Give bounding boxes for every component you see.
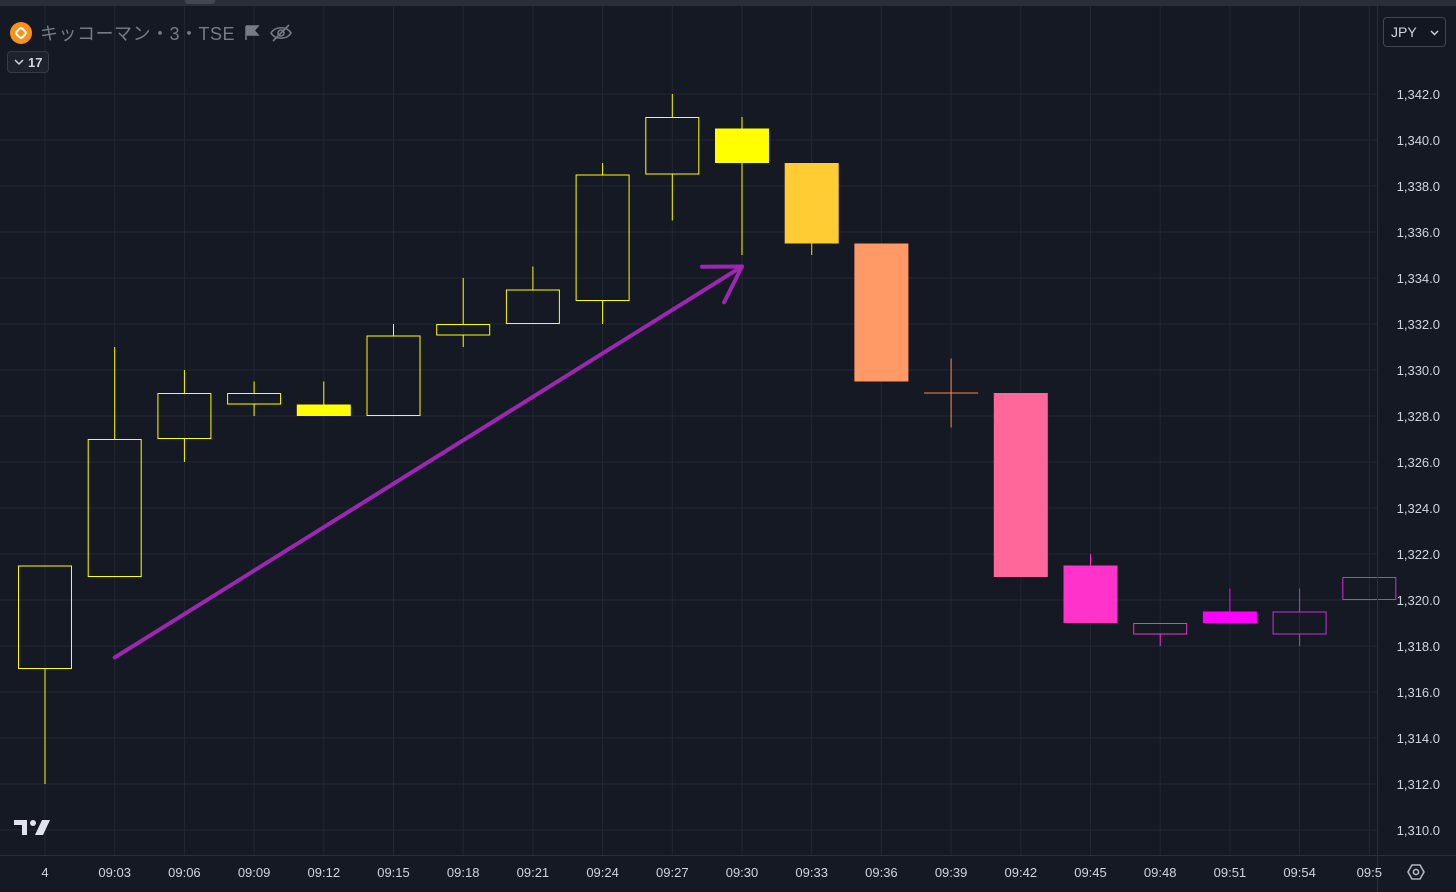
price-tick-label: 1,332.0: [1397, 317, 1440, 332]
candle-body: [436, 324, 491, 336]
time-tick-label: 09:12: [308, 865, 341, 880]
price-tick-label: 1,322.0: [1397, 547, 1440, 562]
candle: [645, 94, 700, 221]
time-tick-label: 09:42: [1005, 865, 1038, 880]
symbol-legend: キッコーマン・3・TSE: [10, 20, 293, 46]
chevron-down-icon: [1430, 30, 1439, 35]
candle: [1133, 623, 1188, 646]
price-tick-label: 1,310.0: [1397, 823, 1440, 838]
candle: [505, 266, 560, 324]
candle: [715, 117, 769, 255]
time-tick-label: 09:06: [168, 865, 201, 880]
time-tick-label: 09:33: [795, 865, 828, 880]
time-tick-label: 09:21: [517, 865, 550, 880]
candle-body: [784, 163, 839, 244]
candle: [854, 243, 909, 382]
candle-body: [366, 335, 421, 416]
chart-grid: [0, 6, 1377, 855]
candle: [924, 358, 979, 428]
candle-body: [854, 243, 909, 382]
price-tick-label: 1,330.0: [1397, 363, 1440, 378]
candle-body: [87, 439, 142, 577]
candle-body: [1272, 611, 1327, 635]
window-top-bar: [0, 0, 1456, 6]
candle: [436, 278, 491, 347]
trend-arrow-shaft: [112, 264, 744, 660]
candles-layer: [18, 94, 1397, 784]
candle-body: [1342, 577, 1397, 600]
price-axis: 1,310.0 1,312.0 1,314.0 1,316.0 1,318.0 1,320…: [1377, 6, 1440, 892]
price-tick-label: 1,338.0: [1397, 179, 1440, 194]
time-tick-label: 09:48: [1144, 865, 1177, 880]
candle-body: [157, 393, 212, 439]
candle: [157, 370, 212, 462]
candle: [575, 163, 630, 324]
candle: [1272, 588, 1327, 646]
time-tick-label: 09:18: [447, 865, 480, 880]
time-tick-label: 09:45: [1074, 865, 1107, 880]
flag-icon[interactable]: [243, 24, 261, 42]
candle-body: [1133, 623, 1188, 635]
time-tick-label: 09:51: [1214, 865, 1247, 880]
legend-collapse-button[interactable]: 17: [7, 51, 50, 73]
candle: [296, 381, 351, 416]
time-tick-label: 4: [41, 865, 48, 880]
price-tick-label: 1,326.0: [1397, 455, 1440, 470]
candle-body: [1202, 611, 1257, 623]
chevron-down-icon: [14, 59, 24, 66]
candle-body: [1063, 565, 1118, 623]
currency-select[interactable]: JPY: [1383, 17, 1446, 47]
time-tick-label: 09:39: [935, 865, 968, 880]
time-axis: 4 09:03 09:06 09:09 09:12 09:15 09:18 09:21 09:2…: [0, 855, 1456, 880]
candle-body: [505, 289, 560, 324]
time-tick-label: 09:30: [726, 865, 759, 880]
price-tick-label: 1,340.0: [1397, 133, 1440, 148]
top-tab-handle[interactable]: [185, 0, 215, 4]
eye-off-icon[interactable]: [269, 23, 293, 43]
time-tick-label: 09:36: [865, 865, 898, 880]
price-tick-label: 1,342.0: [1397, 87, 1440, 102]
candle: [227, 381, 282, 416]
candle-body: [993, 393, 1048, 577]
candle-body: [715, 128, 769, 163]
price-tick-label: 1,320.0: [1397, 593, 1440, 608]
candle-body: [18, 565, 72, 669]
candle: [18, 565, 72, 784]
currency-label: JPY: [1391, 24, 1417, 40]
price-tick-label: 1,334.0: [1397, 271, 1440, 286]
time-tick-label: 09:27: [656, 865, 689, 880]
trend-arrow-head: [700, 264, 744, 305]
candle-body: [575, 174, 630, 301]
time-tick-label: 09:15: [377, 865, 410, 880]
price-tick-label: 1,328.0: [1397, 409, 1440, 424]
time-tick-label: 09:09: [238, 865, 271, 880]
candle: [366, 324, 421, 416]
exchange-logo-icon: [10, 22, 32, 44]
tradingview-logo[interactable]: [14, 817, 52, 842]
candle: [784, 163, 839, 255]
price-tick-label: 1,314.0: [1397, 731, 1440, 746]
price-tick-label: 1,324.0: [1397, 501, 1440, 516]
candle: [993, 393, 1048, 577]
candle-body: [227, 393, 282, 405]
symbol-title[interactable]: キッコーマン・3・TSE: [40, 24, 236, 44]
time-tick-label: 09:5: [1357, 865, 1382, 880]
time-tick-label: 09:54: [1283, 865, 1316, 880]
price-tick-label: 1,312.0: [1397, 777, 1440, 792]
time-tick-label: 09:24: [586, 865, 619, 880]
candle-body: [296, 404, 351, 416]
candle: [1342, 577, 1397, 600]
price-tick-label: 1,336.0: [1397, 225, 1440, 240]
candle-body: [645, 117, 700, 175]
gear-icon[interactable]: [1406, 862, 1426, 887]
price-tick-label: 1,316.0: [1397, 685, 1440, 700]
candle: [87, 347, 142, 577]
interval-badge: 17: [28, 54, 43, 70]
candle: [1202, 588, 1257, 623]
time-tick-label: 09:03: [98, 865, 131, 880]
candle: [1063, 554, 1118, 623]
price-tick-label: 1,318.0: [1397, 639, 1440, 654]
annotation-layer: [112, 264, 744, 660]
